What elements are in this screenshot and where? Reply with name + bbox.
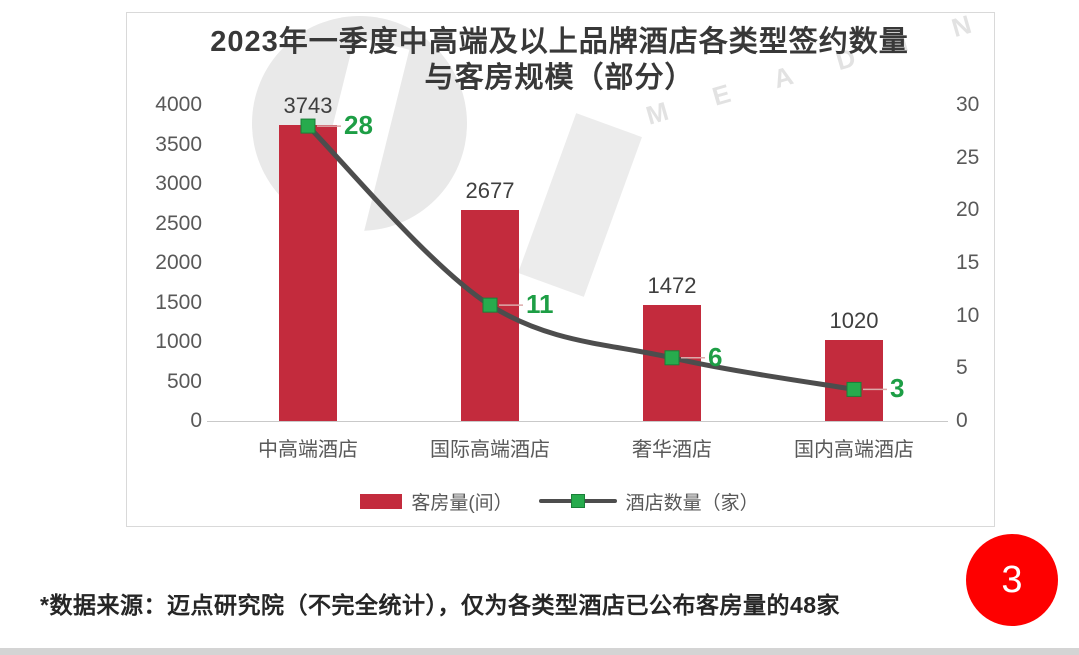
left-axis-tick: 2000 [155,251,202,274]
right-axis-tick: 30 [956,93,980,116]
page-number-badge: 3 [966,534,1058,626]
bar [279,125,337,421]
bar-value-label: 2677 [465,177,515,203]
bar [461,209,519,421]
right-axis-tick: 15 [956,251,980,274]
legend-label-rooms: 客房量(间） [411,492,513,514]
category-label: 奢华酒店 [632,439,712,461]
line-path [305,123,857,392]
left-axis-tick: 1500 [155,290,202,314]
left-axis-tick: 0 [190,409,202,432]
line-series-swatch [538,494,617,508]
hotel-count-label: 28 [344,110,373,141]
chart-title: 2023年一季度中高端及以上品牌酒店各类型签约数量 [210,26,909,58]
bar-value-label: 1472 [647,272,697,298]
right-axis-tick: 0 [956,409,968,432]
left-axis-tick: 3500 [155,132,202,156]
legend: 客房量(间） 酒店数量（家） [126,487,993,515]
bottom-divider [0,648,1079,655]
chart-subtitle: 与客房规模（部分） [424,62,695,94]
x-axis-line [207,421,948,422]
legend-item-rooms: 客房量(间） [360,488,513,515]
hotel-count-label: 11 [526,289,554,320]
right-axis-tick: 5 [956,356,968,380]
category-label: 中高端酒店 [258,439,358,461]
hotel-count-label: 3 [890,373,905,404]
left-axis-tick: 2500 [155,211,202,235]
bar-value-label: 3743 [283,93,333,119]
left-axis-tick: 4000 [155,93,202,116]
bar-value-label: 1020 [829,308,879,334]
right-axis-tick: 20 [956,198,980,222]
category-label: 国内高端酒店 [794,439,914,461]
hotel-count-label: 6 [708,341,723,372]
legend-label-hotels: 酒店数量（家） [625,492,759,514]
bar [825,340,883,421]
left-axis-tick: 500 [166,369,202,393]
legend-item-hotels: 酒店数量（家） [538,488,759,515]
chart-panel [126,12,995,527]
category-label: 国际高端酒店 [430,439,550,461]
right-axis-tick: 10 [956,303,980,327]
left-axis-tick: 1000 [155,330,202,353]
source-footnote: *数据来源：迈点研究院（不完全统计），仅为各类型酒店已公布客房量的48家 [40,592,841,618]
bar-series-swatch [360,493,403,509]
bar [643,304,701,421]
right-axis-tick: 25 [956,145,980,169]
line-swatch-marker-icon [570,494,585,508]
left-axis-tick: 3000 [155,172,202,195]
